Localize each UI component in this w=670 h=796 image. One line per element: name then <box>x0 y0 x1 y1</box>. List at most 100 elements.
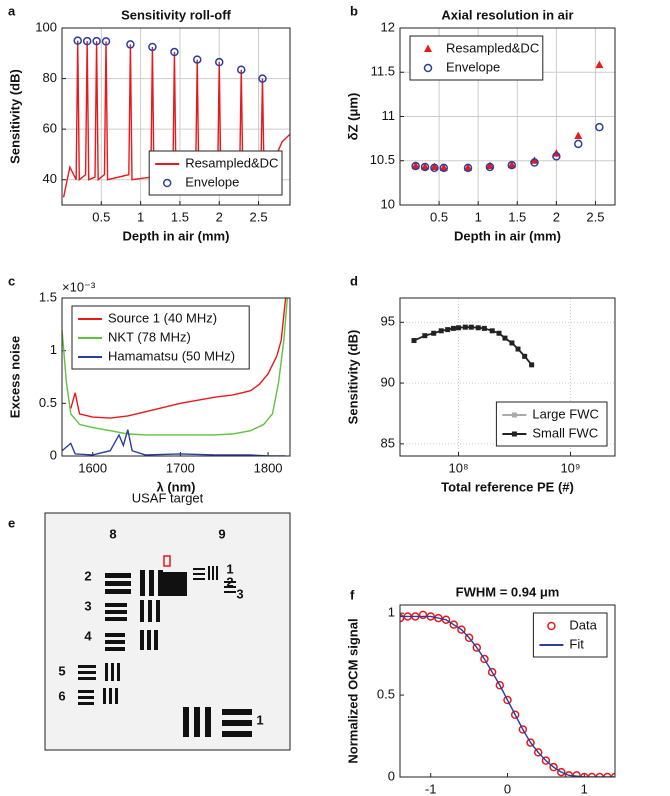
point <box>541 756 551 765</box>
point <box>603 772 612 777</box>
point <box>431 330 437 336</box>
point <box>595 60 604 69</box>
legend-marker <box>423 63 433 73</box>
legend: Source 1 (40 MHz) NKT (78 MHz) Hamamatsu (… <box>71 305 250 370</box>
point <box>475 325 481 331</box>
legend-marker <box>511 412 517 418</box>
plot: 40 60 80 100 0.5 1 1.5 2 2.5 Sensitivity roll-off… <box>7 7 291 243</box>
point <box>237 65 246 74</box>
target-bars <box>78 566 252 737</box>
point <box>170 47 179 57</box>
point <box>510 710 520 720</box>
point <box>462 324 468 330</box>
point <box>522 353 528 359</box>
point <box>445 327 451 333</box>
point <box>73 36 82 45</box>
panel-letter: b <box>350 3 358 18</box>
y-tick-label: 12 <box>381 19 395 34</box>
y-axis-label: Normalized OCM signal <box>345 618 360 763</box>
x-tick-label: -1 <box>425 781 437 796</box>
legend-box <box>409 35 544 81</box>
legend-box <box>148 150 283 196</box>
point <box>258 74 267 83</box>
legend-label: Data <box>569 617 597 632</box>
y-tick-label: 0 <box>388 768 395 783</box>
point <box>503 695 512 705</box>
target-label: 5 <box>58 663 65 678</box>
y-axis-label: Excess noise <box>7 336 22 418</box>
legend-box <box>495 401 608 447</box>
point <box>487 667 497 677</box>
point <box>463 163 473 173</box>
legend-marker <box>547 621 556 631</box>
point <box>580 772 589 777</box>
point <box>434 613 443 623</box>
point <box>214 57 224 67</box>
x-tick-label: 1600 <box>78 460 107 475</box>
series-line <box>62 429 286 456</box>
highlight-box <box>163 555 171 567</box>
legend-label: Resampled&DC <box>185 155 278 170</box>
y-tick-label: 0 <box>50 447 57 462</box>
y-axis-label: Sensitivity (dB) <box>7 69 22 164</box>
y-tick-label: 0.5 <box>39 395 57 410</box>
y-axis-label: δZ (μm) <box>345 93 360 141</box>
x-tick-label: 0 <box>504 781 511 796</box>
series-group <box>400 610 615 777</box>
point <box>192 55 202 64</box>
point <box>438 328 444 334</box>
point <box>530 156 539 164</box>
x-tick-label: 10⁹ <box>560 460 580 475</box>
y-tick-label: 11 <box>382 108 396 123</box>
x-tick-label: 0.5 <box>430 209 448 224</box>
point <box>552 152 561 161</box>
usaf-image <box>44 512 291 751</box>
series-line <box>400 615 615 777</box>
y-tick-label: 40 <box>43 171 57 186</box>
target-label: 1 <box>226 561 233 576</box>
panel-letter: d <box>350 273 358 288</box>
legend: Data Fit <box>532 612 608 658</box>
y-tick-label: 11.5 <box>371 64 395 79</box>
x-tick-label: 1 <box>475 209 482 224</box>
y-tick-label: 85 <box>381 435 395 450</box>
x-axis-label: Depth in air (mm) <box>454 228 561 243</box>
legend: Resampled&DC Envelope <box>148 150 283 196</box>
plot-border <box>399 297 616 457</box>
point <box>430 162 439 170</box>
y-tick-label: 10 <box>381 196 395 211</box>
point <box>496 330 502 336</box>
legend-label: Resampled&DC <box>446 40 539 55</box>
point <box>148 42 157 52</box>
x-tick-label: 1800 <box>254 460 283 475</box>
point <box>518 725 528 734</box>
point <box>82 36 92 46</box>
x-tick-label: 1 <box>581 781 588 796</box>
plot: 85 90 95 10⁸ 10⁹ Total reference PE (#) Sensit… <box>345 297 616 494</box>
point <box>126 40 135 49</box>
point <box>468 324 474 330</box>
series-group <box>411 60 604 173</box>
y-tick-label: 10.5 <box>370 152 395 167</box>
point <box>515 346 521 352</box>
point <box>411 161 420 170</box>
image-title: USAF target <box>132 490 204 505</box>
legend-label: Small FWC <box>532 425 598 440</box>
y-tick-label: 1 <box>50 342 57 357</box>
point <box>411 338 417 344</box>
point <box>481 325 487 331</box>
point <box>530 158 539 167</box>
panel-letter: c <box>8 273 15 288</box>
legend-label: Fit <box>569 636 584 651</box>
legend-label: Hamamatsu (50 MHz) <box>108 348 235 363</box>
target-label: 3 <box>84 598 91 613</box>
x-tick-label: 2 <box>216 209 223 224</box>
x-tick-label: 1.5 <box>508 209 526 224</box>
legend-marker <box>424 44 432 52</box>
series-line <box>70 298 287 419</box>
legend-label: Envelope <box>446 59 500 74</box>
point <box>529 362 535 368</box>
point <box>411 161 420 171</box>
point <box>595 772 604 777</box>
